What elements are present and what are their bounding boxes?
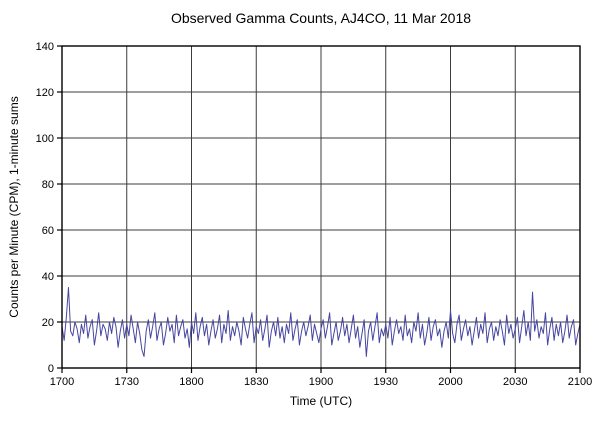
y-tick-label: 120 bbox=[36, 87, 54, 99]
x-tick-label: 1830 bbox=[244, 376, 268, 388]
y-tick-label: 40 bbox=[42, 271, 54, 283]
data-series bbox=[61, 287, 581, 357]
y-tick-label: 140 bbox=[36, 41, 54, 53]
y-axis-label: Counts per Minute (CPM), 1-minute sums bbox=[7, 96, 21, 317]
plot-frame bbox=[61, 45, 581, 369]
y-tick-label: 80 bbox=[42, 179, 54, 191]
grid-lines bbox=[61, 45, 581, 369]
chart-title: Observed Gamma Counts, AJ4CO, 11 Mar 201… bbox=[171, 10, 471, 26]
tick-labels: 1700 1730 1800 1830 1900 1930 2000 2030 2100 0 20 4… bbox=[36, 41, 593, 388]
x-tick-label: 1730 bbox=[115, 376, 139, 388]
series-line bbox=[61, 287, 581, 357]
y-tick-label: 100 bbox=[36, 133, 54, 145]
x-tick-label: 1800 bbox=[179, 376, 203, 388]
x-tick-label: 2000 bbox=[438, 376, 462, 388]
x-tick-label: 1700 bbox=[50, 376, 74, 388]
x-tick-label: 2030 bbox=[503, 376, 527, 388]
x-tick-label: 2100 bbox=[568, 376, 592, 388]
x-axis-label: Time (UTC) bbox=[290, 394, 352, 408]
x-tick-label: 1900 bbox=[309, 376, 333, 388]
y-tick-label: 20 bbox=[42, 317, 54, 329]
y-tick-label: 0 bbox=[48, 363, 54, 375]
x-tick-label: 1930 bbox=[374, 376, 398, 388]
axis-ticks bbox=[57, 45, 581, 373]
y-tick-label: 60 bbox=[42, 225, 54, 237]
